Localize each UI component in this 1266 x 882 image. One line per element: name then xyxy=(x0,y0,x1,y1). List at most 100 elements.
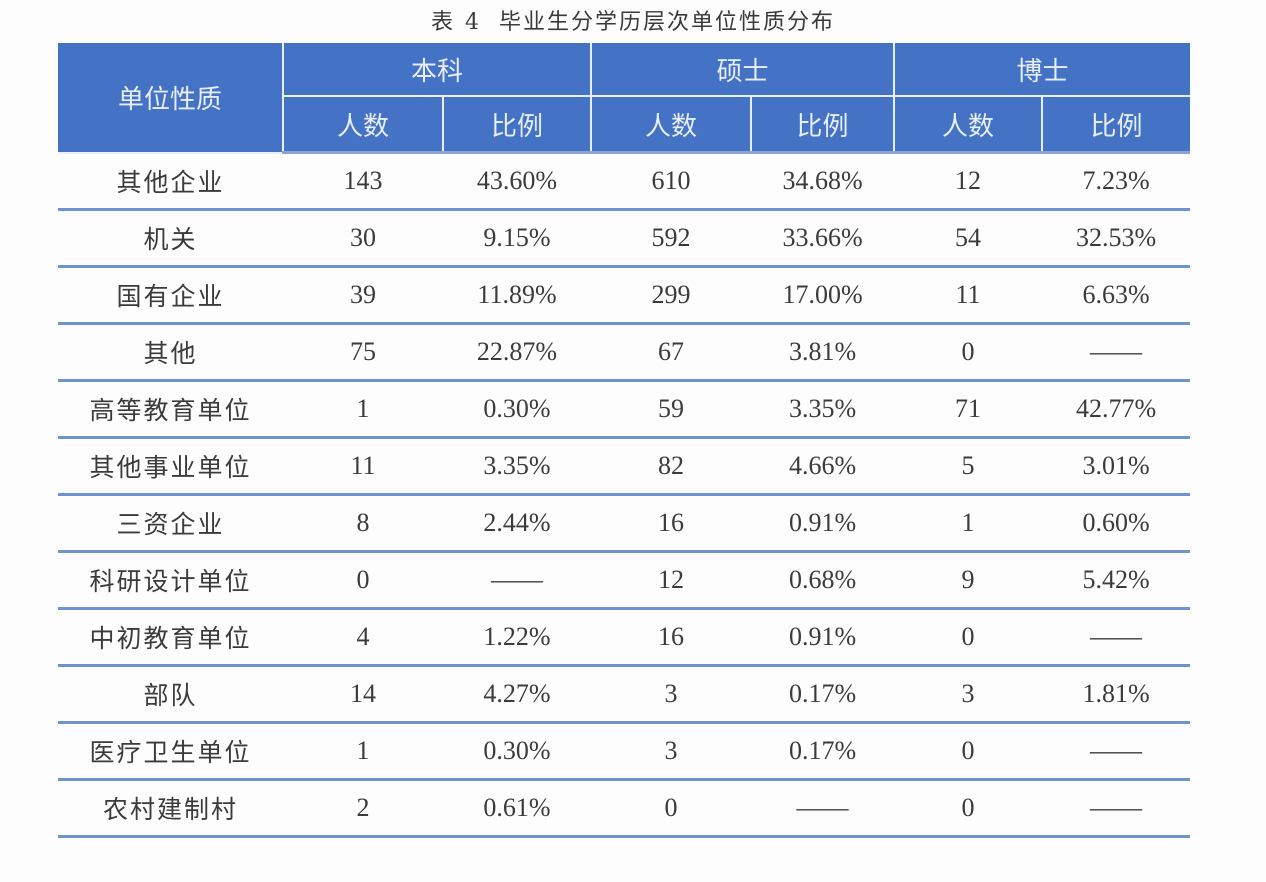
ratio-cell: 0.91% xyxy=(751,494,895,553)
unit-type-cell: 国有企业 xyxy=(58,266,283,325)
count-cell: 12 xyxy=(894,152,1043,211)
unit-type-cell: 其他企业 xyxy=(58,152,283,211)
header-count: 人数 xyxy=(282,95,444,154)
header-group-master: 硕士 xyxy=(590,43,896,97)
ratio-cell: 0.61% xyxy=(443,779,592,838)
ratio-cell: 0.91% xyxy=(751,608,895,667)
count-cell: 71 xyxy=(894,380,1043,439)
count-cell: 54 xyxy=(894,209,1043,268)
ratio-cell: 0.60% xyxy=(1042,494,1191,553)
count-cell: 3 xyxy=(591,665,752,724)
count-cell: 1 xyxy=(283,380,443,439)
count-cell: 2 xyxy=(283,779,443,838)
ratio-cell: 32.53% xyxy=(1042,209,1191,268)
count-cell: 11 xyxy=(894,266,1043,325)
count-cell: 299 xyxy=(591,266,752,325)
ratio-cell: 0.17% xyxy=(751,722,895,781)
ratio-cell: 7.23% xyxy=(1042,152,1191,211)
unit-type-cell: 医疗卫生单位 xyxy=(58,722,283,781)
table-row: 中初教育单位 4 1.22% 16 0.91% 0 —— xyxy=(58,608,1191,667)
count-cell: 75 xyxy=(283,323,443,382)
table-row: 其他 75 22.87% 67 3.81% 0 —— xyxy=(58,323,1191,382)
header-group-bachelor: 本科 xyxy=(281,43,593,97)
ratio-cell: 3.35% xyxy=(443,437,592,496)
unit-type-cell: 中初教育单位 xyxy=(58,608,283,667)
ratio-cell: —— xyxy=(1042,779,1191,838)
header-ratio: 比例 xyxy=(1041,95,1191,154)
ratio-cell: 2.44% xyxy=(443,494,592,553)
ratio-cell: 1.22% xyxy=(443,608,592,667)
count-cell: 5 xyxy=(894,437,1043,496)
count-cell: 610 xyxy=(591,152,752,211)
ratio-cell: 11.89% xyxy=(443,266,592,325)
caption-number: 4 xyxy=(465,10,481,35)
ratio-cell: 17.00% xyxy=(751,266,895,325)
ratio-cell: 33.66% xyxy=(751,209,895,268)
count-cell: 0 xyxy=(591,779,752,838)
table-row: 农村建制村 2 0.61% 0 —— 0 —— xyxy=(58,779,1191,838)
ratio-cell: 34.68% xyxy=(751,152,895,211)
unit-type-cell: 其他事业单位 xyxy=(58,437,283,496)
count-cell: 4 xyxy=(283,608,443,667)
ratio-cell: 0.17% xyxy=(751,665,895,724)
count-cell: 3 xyxy=(591,722,752,781)
table-row: 高等教育单位 1 0.30% 59 3.35% 71 42.77% xyxy=(58,380,1191,439)
ratio-cell: 9.15% xyxy=(443,209,592,268)
count-cell: 39 xyxy=(283,266,443,325)
count-cell: 0 xyxy=(894,779,1043,838)
ratio-cell: 43.60% xyxy=(443,152,592,211)
table-row: 机关 30 9.15% 592 33.66% 54 32.53% xyxy=(58,209,1191,268)
distribution-table: 单位性质 本科 硕士 博士 人数 比例 人数 比例 人数 比例 其他企业 143 4… xyxy=(58,43,1191,838)
count-cell: 592 xyxy=(591,209,752,268)
ratio-cell: 42.77% xyxy=(1042,380,1191,439)
header-unit-type: 单位性质 xyxy=(58,43,284,154)
count-cell: 12 xyxy=(591,551,752,610)
unit-type-cell: 其他 xyxy=(58,323,283,382)
header-ratio: 比例 xyxy=(750,95,896,154)
count-cell: 11 xyxy=(283,437,443,496)
table-caption: 表 4 毕业生分学历层次单位性质分布 xyxy=(0,4,1266,36)
count-cell: 143 xyxy=(283,152,443,211)
table-row: 科研设计单位 0 —— 12 0.68% 9 5.42% xyxy=(58,551,1191,610)
header-count: 人数 xyxy=(893,95,1044,154)
count-cell: 1 xyxy=(283,722,443,781)
unit-type-cell: 科研设计单位 xyxy=(58,551,283,610)
count-cell: 8 xyxy=(283,494,443,553)
ratio-cell: —— xyxy=(443,551,592,610)
ratio-cell: 4.66% xyxy=(751,437,895,496)
ratio-cell: —— xyxy=(1042,323,1191,382)
ratio-cell: 1.81% xyxy=(1042,665,1191,724)
count-cell: 16 xyxy=(591,608,752,667)
unit-type-cell: 高等教育单位 xyxy=(58,380,283,439)
ratio-cell: 6.63% xyxy=(1042,266,1191,325)
ratio-cell: 3.35% xyxy=(751,380,895,439)
count-cell: 0 xyxy=(283,551,443,610)
header-group-doctor: 博士 xyxy=(893,43,1191,97)
unit-type-cell: 农村建制村 xyxy=(58,779,283,838)
table-row: 三资企业 8 2.44% 16 0.91% 1 0.60% xyxy=(58,494,1191,553)
table-row: 部队 14 4.27% 3 0.17% 3 1.81% xyxy=(58,665,1191,724)
table-row: 医疗卫生单位 1 0.30% 3 0.17% 0 —— xyxy=(58,722,1191,781)
unit-type-cell: 机关 xyxy=(58,209,283,268)
ratio-cell: 0.68% xyxy=(751,551,895,610)
ratio-cell: 0.30% xyxy=(443,380,592,439)
count-cell: 30 xyxy=(283,209,443,268)
table-row: 国有企业 39 11.89% 299 17.00% 11 6.63% xyxy=(58,266,1191,325)
count-cell: 3 xyxy=(894,665,1043,724)
count-cell: 1 xyxy=(894,494,1043,553)
ratio-cell: 22.87% xyxy=(443,323,592,382)
count-cell: 0 xyxy=(894,722,1043,781)
ratio-cell: 4.27% xyxy=(443,665,592,724)
count-cell: 14 xyxy=(283,665,443,724)
ratio-cell: 3.01% xyxy=(1042,437,1191,496)
ratio-cell: —— xyxy=(751,779,895,838)
unit-type-cell: 部队 xyxy=(58,665,283,724)
count-cell: 0 xyxy=(894,323,1043,382)
unit-type-cell: 三资企业 xyxy=(58,494,283,553)
caption-text: 毕业生分学历层次单位性质分布 xyxy=(499,10,836,35)
caption-prefix: 表 xyxy=(430,10,455,35)
count-cell: 16 xyxy=(591,494,752,553)
ratio-cell: —— xyxy=(1042,722,1191,781)
ratio-cell: —— xyxy=(1042,608,1191,667)
header-count: 人数 xyxy=(590,95,753,154)
